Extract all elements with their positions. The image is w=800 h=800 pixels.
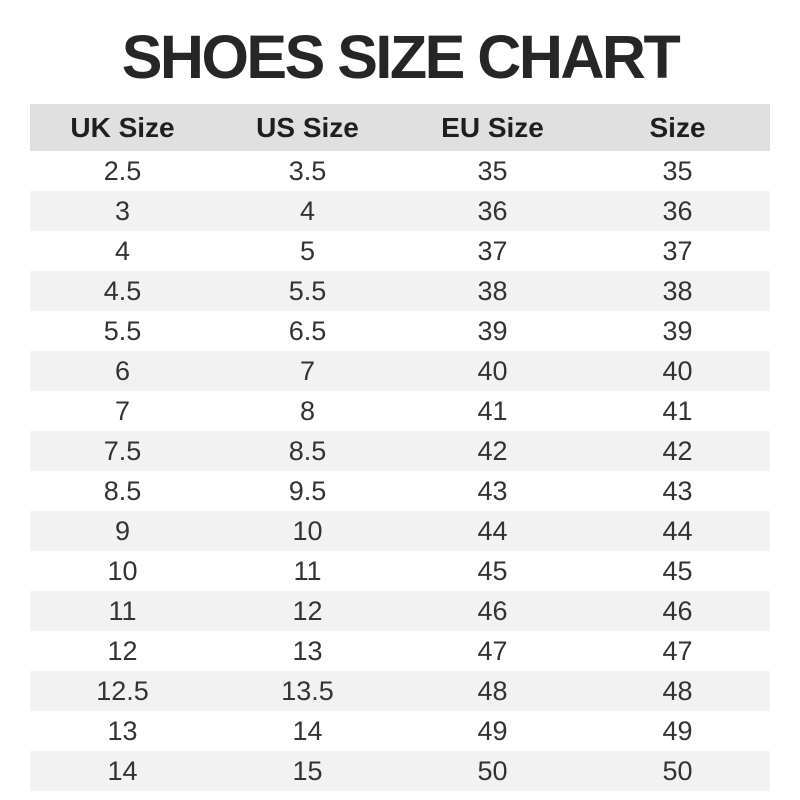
size-cell: 4 <box>114 235 131 266</box>
size-cell: 5 <box>299 235 316 266</box>
size-cell: 8.5 <box>103 475 142 506</box>
table-row: 14 15 50 50 <box>30 751 770 791</box>
size-cell: 48 <box>585 671 770 711</box>
size-cell: 45 <box>662 555 693 586</box>
size-cell: 46 <box>400 591 585 631</box>
size-cell: 35 <box>662 155 693 186</box>
size-cell: 13.5 <box>215 671 400 711</box>
table-row: 5.5 6.5 39 39 <box>30 311 770 351</box>
size-cell: 36 <box>400 191 585 231</box>
size-cell: 6.5 <box>288 315 327 346</box>
size-cell: 50 <box>585 751 770 791</box>
size-cell: 12 <box>107 635 138 666</box>
size-cell: 14 <box>292 715 323 746</box>
size-cell: 50 <box>400 751 585 791</box>
size-cell: 43 <box>662 475 693 506</box>
size-cell: 12.5 <box>30 671 215 711</box>
size-cell: 3.5 <box>288 155 327 186</box>
size-cell: 44 <box>585 511 770 551</box>
table-row: 9 10 44 44 <box>30 511 770 551</box>
column-header-size: Size <box>585 104 770 151</box>
size-cell: 7 <box>114 395 131 426</box>
page-title: SHOES SIZE CHART <box>121 23 681 91</box>
size-cell: 41 <box>477 395 508 426</box>
size-cell: 39 <box>662 315 693 346</box>
size-cell: 38 <box>400 271 585 311</box>
size-chart-page: SHOES SIZE CHART UK Size US Size EU Size… <box>0 16 800 800</box>
size-cell: 47 <box>662 635 693 666</box>
table-row: 13 14 49 49 <box>30 711 770 751</box>
table-row: 10 11 45 45 <box>30 551 770 591</box>
size-cell: 15 <box>215 751 400 791</box>
table-row: 12 13 47 47 <box>30 631 770 671</box>
size-table-body: 2.5 3.5 35 35 3 4 36 36 4 5 37 37 4.5 5.5 38 38 5.5 6.5 39… <box>30 151 770 791</box>
size-cell: 10 <box>215 511 400 551</box>
size-cell: 45 <box>477 555 508 586</box>
size-cell: 44 <box>400 511 585 551</box>
table-row: 7.5 8.5 42 42 <box>30 431 770 471</box>
header-row: UK Size US Size EU Size Size <box>30 104 770 151</box>
column-header-uk-size: UK Size <box>30 104 215 151</box>
size-cell: 39 <box>477 315 508 346</box>
size-cell: 49 <box>477 715 508 746</box>
size-cell: 37 <box>662 235 693 266</box>
size-cell: 40 <box>400 351 585 391</box>
size-cell: 11 <box>293 555 322 586</box>
size-cell: 10 <box>107 555 138 586</box>
size-cell: 13 <box>107 715 138 746</box>
size-cell: 40 <box>585 351 770 391</box>
column-header-eu-size: EU Size <box>400 104 585 151</box>
size-cell: 11 <box>30 591 215 631</box>
size-cell: 41 <box>662 395 693 426</box>
size-table-header: UK Size US Size EU Size Size <box>30 104 770 151</box>
size-cell: 5.5 <box>215 271 400 311</box>
size-cell: 12 <box>215 591 400 631</box>
size-cell: 42 <box>585 431 770 471</box>
size-cell: 4.5 <box>30 271 215 311</box>
size-cell: 7 <box>215 351 400 391</box>
size-cell: 43 <box>477 475 508 506</box>
size-cell: 6 <box>30 351 215 391</box>
table-row: 7 8 41 41 <box>30 391 770 431</box>
size-cell: 2.5 <box>103 155 142 186</box>
table-row: 8.5 9.5 43 43 <box>30 471 770 511</box>
size-cell: 5.5 <box>103 315 142 346</box>
table-row: 6 7 40 40 <box>30 351 770 391</box>
table-row: 3 4 36 36 <box>30 191 770 231</box>
size-cell: 3 <box>30 191 215 231</box>
size-cell: 46 <box>585 591 770 631</box>
table-row: 2.5 3.5 35 35 <box>30 151 770 191</box>
table-row: 11 12 46 46 <box>30 591 770 631</box>
size-cell: 13 <box>292 635 323 666</box>
size-cell: 49 <box>662 715 693 746</box>
size-table: UK Size US Size EU Size Size 2.5 3.5 35 35 3… <box>30 104 770 791</box>
column-header-us-size: US Size <box>215 104 400 151</box>
size-cell: 38 <box>585 271 770 311</box>
size-cell: 7.5 <box>30 431 215 471</box>
size-cell: 8.5 <box>215 431 400 471</box>
size-cell: 8 <box>299 395 316 426</box>
table-row: 4 5 37 37 <box>30 231 770 271</box>
size-cell: 9.5 <box>288 475 327 506</box>
size-cell: 36 <box>585 191 770 231</box>
size-cell: 37 <box>477 235 508 266</box>
size-cell: 14 <box>30 751 215 791</box>
size-cell: 35 <box>477 155 508 186</box>
table-row: 12.5 13.5 48 48 <box>30 671 770 711</box>
size-cell: 42 <box>400 431 585 471</box>
size-cell: 47 <box>477 635 508 666</box>
table-row: 4.5 5.5 38 38 <box>30 271 770 311</box>
size-cell: 9 <box>30 511 215 551</box>
size-cell: 48 <box>400 671 585 711</box>
size-cell: 4 <box>215 191 400 231</box>
